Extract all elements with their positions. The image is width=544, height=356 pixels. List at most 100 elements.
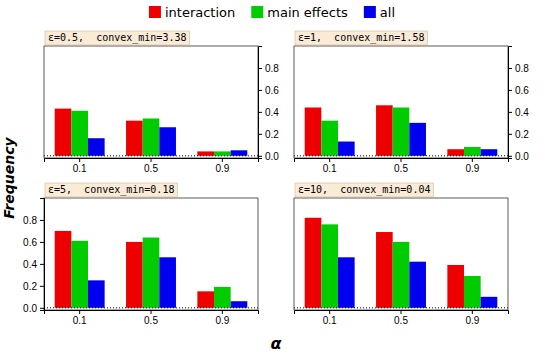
x-tick-label: 0.1 [73,163,87,174]
bar [481,297,498,308]
y-tick: 0.8 [23,215,44,226]
bar [393,242,410,308]
x-tick-mark [401,310,402,314]
y-tick-mark [40,242,44,243]
x-axis: 0.1 0.5 0.9 [45,158,259,174]
x-axis: 0.1 0.5 0.9 [45,310,259,326]
bar [409,123,426,156]
bar [481,149,498,156]
x-tick: 0.9 [465,310,479,326]
plot-area [294,218,508,308]
bar [321,224,338,307]
y-tick-label: 0.8 [23,215,37,226]
y-tick-label: 0.6 [23,237,37,248]
bar [447,149,464,156]
x-tick: 0.9 [215,310,229,326]
y2-axis: 0.0 0.2 0.4 0.6 0.8 [508,47,529,162]
y-tick: 0.2 [508,129,529,140]
x-tick: 0.1 [323,158,337,174]
x-axis-line [45,159,259,163]
x-tick-label: 0.5 [394,315,408,326]
y-tick-label: 0.0 [515,151,529,162]
plot-area [44,231,258,308]
panel-title-box [45,31,189,45]
bar [55,109,72,156]
x-tick-mark [151,310,152,314]
y-tick: 0.0 [508,151,529,162]
y-tick-label: 0.4 [515,107,529,118]
y-tick-label: 0.4 [23,259,37,270]
legend-item: main effects [251,5,348,20]
panel: 0.1 0.5 0.9 ε=10, convex_min=0.04 [294,183,509,326]
y-tick-mark [40,286,44,287]
bar [214,287,231,308]
y-tick-label: 0.4 [265,107,279,118]
y2-axis: 0.00.20.40.60.8 [258,47,279,162]
bar [88,138,105,156]
y-axis-line [259,47,263,159]
bar [305,107,322,155]
y-tick-label: 0.6 [515,85,529,96]
panel-title-box [45,183,177,197]
y-tick-mark [508,156,512,157]
bar [447,265,464,308]
bar [159,257,176,308]
zero-line [294,307,508,308]
y-tick: 0.6 [23,237,44,248]
bar [197,151,214,155]
x-axis-line [295,311,509,315]
panel-title-text: ε=10, convex_min=0.04 [298,184,430,196]
x-tick: 0.1 [73,310,87,326]
y-axis: 0.00.20.40.60.8 [23,199,44,314]
plot-frame [44,198,258,310]
y-tick-mark [508,134,512,135]
y-tick-mark [508,112,512,113]
y-tick-mark [258,134,262,135]
y-tick: 0.0 [258,151,279,162]
x-axis-line [295,159,509,163]
x-axis: 0.1 0.5 0.9 [295,158,509,174]
zero-line [294,155,508,156]
x-tick-label: 0.9 [465,163,479,174]
bar [214,151,231,155]
bar [464,147,481,156]
x-tick: 0.9 [465,158,479,174]
y-tick: 0.4 [508,107,529,118]
y-tick-mark [258,90,262,91]
bar [55,231,72,308]
y-tick-label: 0.2 [23,281,37,292]
bar [305,218,322,308]
y-tick-mark [258,68,262,69]
legend-swatch [251,6,263,18]
y-tick-label: 0.8 [515,63,529,74]
legend-label: all [380,5,395,20]
x-tick-label: 0.5 [394,163,408,174]
legend-item: all [364,5,395,20]
x-tick-label: 0.1 [323,315,337,326]
bar [321,121,338,156]
bar [88,280,105,307]
bar [143,118,160,155]
figure: interactionmain effectsall0.10.50.90.00.… [0,0,544,356]
bar [197,291,214,307]
legend-item: interaction [149,5,235,20]
panel: 0.10.50.90.00.20.40.60.8ε=0.5, convex_mi… [44,31,279,174]
x-tick-mark [472,310,473,314]
panel-title: ε=10, convex_min=0.04 [295,183,433,197]
x-tick-mark [222,158,223,162]
x-tick-label: 0.5 [144,315,158,326]
x-tick-mark [329,310,330,314]
bar [338,257,355,308]
x-tick: 0.5 [144,158,158,174]
y-tick: 0.4 [258,107,279,118]
x-tick-label: 0.9 [215,163,229,174]
y-tick: 0.6 [508,85,529,96]
y-tick-label: 0.8 [265,63,279,74]
y-tick-mark [508,68,512,69]
x-tick-mark [329,158,330,162]
panel-title-box [295,183,433,197]
y-tick-mark [40,220,44,221]
y-tick: 0.2 [23,281,44,292]
legend-label: main effects [267,5,348,20]
y-axis-line [40,199,45,311]
